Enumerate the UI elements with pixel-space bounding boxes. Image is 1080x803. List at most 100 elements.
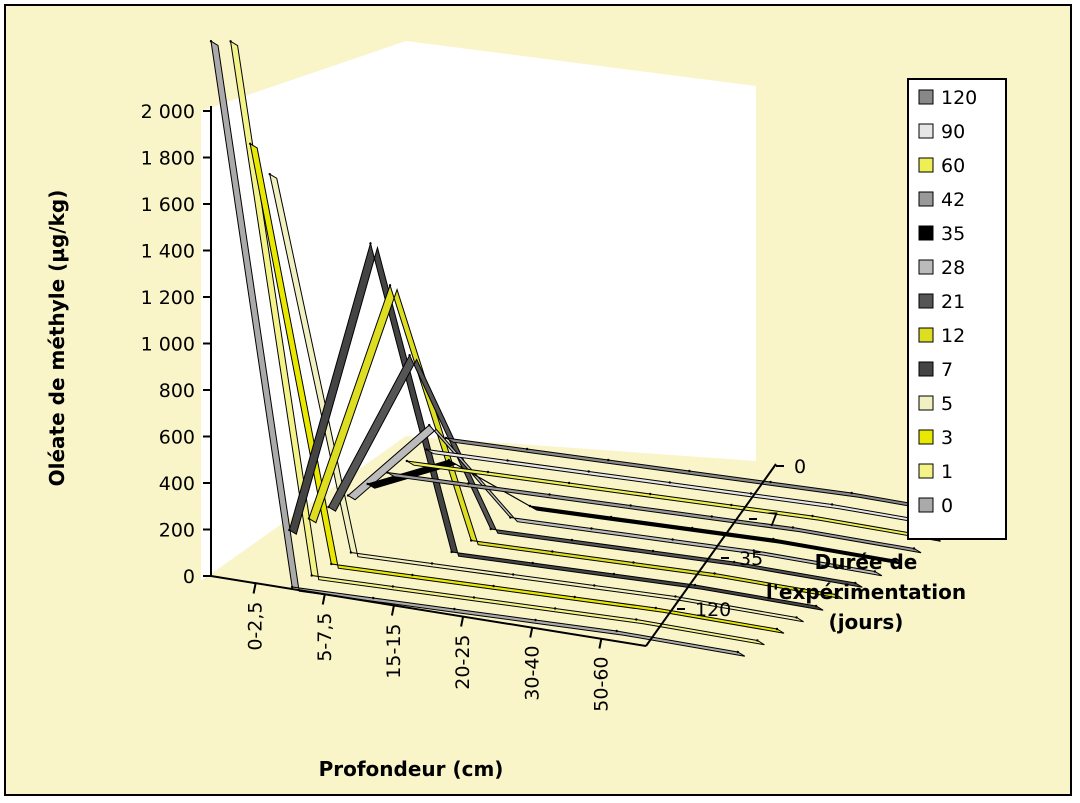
legend: 120 90 60 42 35 28 21 12 7 5 3 1 0 (907, 78, 1007, 540)
x-tick-label: 50-60 (590, 657, 612, 712)
y-tick-label: 600 (159, 427, 195, 449)
depth-ticks: 0 735 120 (677, 456, 806, 621)
legend-swatch (918, 191, 934, 207)
x-axis: 0-2,5 5-7,5 15-15 20-25 30-40 50-60 (210, 575, 647, 712)
point-35-2 (528, 504, 532, 508)
x-ticks: 0-2,5 5-7,5 15-15 20-25 30-40 50-60 (245, 583, 612, 712)
point-12-2 (469, 539, 473, 542)
legend-label: 120 (941, 87, 977, 109)
y-ticks: 0 200 400 600 800 1 000 1 200 1 400 1 600 1 800 2 … (141, 101, 211, 588)
ribbon-3 (249, 142, 785, 634)
legend-label: 42 (941, 189, 965, 211)
ribbon-28 (347, 424, 883, 577)
legend-label: 90 (941, 121, 965, 143)
point-42-0 (386, 471, 389, 474)
legend-box (907, 78, 1007, 540)
y-tick-label: 0 (183, 566, 195, 588)
legend-swatch (918, 327, 934, 343)
ribbon-1 (229, 40, 765, 646)
point-120-5 (850, 491, 853, 495)
point-42-1 (467, 482, 470, 485)
series-3 (248, 142, 785, 634)
y-tick-label: 400 (159, 473, 195, 495)
point-21-2 (489, 527, 492, 531)
point-21-1 (408, 354, 411, 357)
x-tick-mark (321, 594, 326, 605)
point-1-2 (391, 585, 395, 588)
legend-label: 7 (941, 359, 953, 381)
ribbon-5 (269, 173, 804, 623)
point-7-1 (369, 242, 372, 245)
point-28-1 (428, 423, 431, 427)
x-axis-title: Profondeur (cm) (319, 757, 504, 781)
point-7-0 (288, 528, 291, 532)
point-42-2 (548, 493, 551, 496)
point-0-4 (534, 618, 537, 622)
ribbon-21 (327, 354, 863, 588)
legend-label: 21 (941, 291, 965, 313)
point-120-4 (769, 480, 772, 484)
legend-label: 60 (941, 155, 965, 177)
legend-swatch (918, 429, 934, 445)
y-axis: 0 200 400 600 800 1 000 1 200 1 400 1 600 1 800 2 … (141, 101, 212, 588)
depth-tick-label: 35 (739, 548, 763, 570)
y-tick-label: 200 (159, 520, 195, 542)
x-tick-label: 0-2,5 (245, 602, 267, 651)
point-3-6 (775, 627, 779, 631)
point-12-4 (632, 561, 635, 564)
ribbon-7 (288, 241, 824, 611)
point-12-1 (388, 284, 392, 287)
point-90-3 (668, 481, 672, 484)
point-28-6 (873, 570, 877, 573)
point-90-2 (587, 470, 590, 473)
point-35-5 (772, 537, 775, 541)
point-35-3 (609, 515, 613, 519)
point-90-4 (749, 492, 753, 495)
y-tick-label: 2 000 (141, 101, 195, 123)
y-tick-label: 1 200 (141, 287, 195, 309)
legend-swatch (918, 463, 934, 479)
point-12-5 (713, 572, 716, 575)
series-1 (229, 40, 765, 646)
x-tick-label: 30-40 (521, 646, 543, 701)
point-42-6 (912, 547, 916, 550)
point-35-6 (893, 558, 896, 562)
point-1-3 (472, 596, 476, 599)
depth-tick-label: 0 (794, 456, 806, 478)
point-5-0 (268, 172, 271, 176)
series-5 (268, 172, 804, 623)
ribbons (209, 40, 981, 657)
point-21-5 (732, 560, 736, 564)
legend-items: 120 90 60 42 35 28 21 12 7 5 3 1 0 (918, 87, 977, 517)
point-12-6 (834, 593, 837, 596)
point-42-4 (710, 515, 713, 518)
point-1-4 (553, 607, 557, 610)
x-tick-mark (252, 583, 257, 594)
depth-axis-line (645, 463, 777, 647)
y-tick-label: 1 000 (141, 334, 195, 356)
depth-axis-title-line-3: (jours) (829, 610, 904, 634)
legend-swatch (918, 157, 934, 173)
series-21 (327, 354, 863, 588)
point-1-1 (310, 574, 313, 577)
series-35 (366, 458, 902, 565)
point-3-1 (330, 562, 333, 566)
series-7 (288, 241, 824, 611)
point-60-4 (730, 503, 733, 507)
legend-label: 0 (941, 495, 953, 517)
point-0-5 (615, 629, 618, 633)
depth-tick-label: 7 (767, 509, 779, 531)
point-12-3 (551, 550, 554, 553)
point-120-1 (525, 447, 529, 451)
series-28 (346, 423, 883, 577)
point-0-2 (372, 596, 375, 600)
x-tick-label: 5-7,5 (314, 613, 336, 662)
point-21-6 (854, 581, 857, 585)
x-tick-label: 15-15 (383, 624, 405, 679)
point-35-1 (447, 458, 450, 462)
depth-axis-title: Durée de l'expérimentation (jours) (766, 550, 966, 634)
point-1-5 (635, 618, 638, 621)
point-3-0 (248, 142, 252, 145)
point-12-0 (307, 517, 311, 520)
x-tick-mark (460, 616, 465, 627)
